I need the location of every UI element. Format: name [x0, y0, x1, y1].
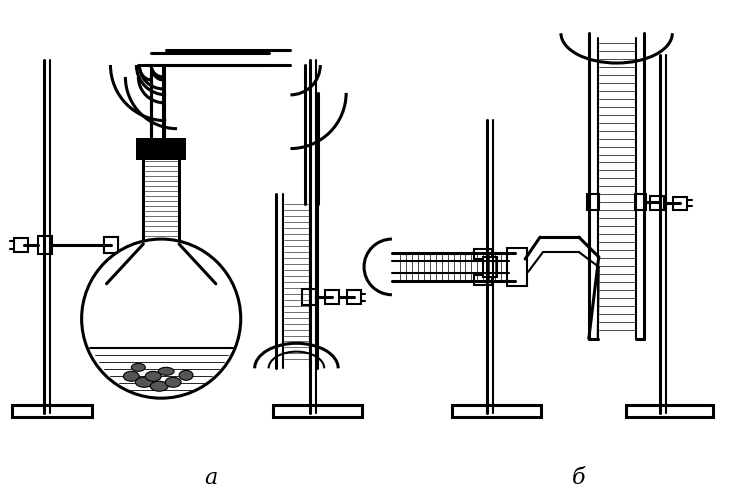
Bar: [587, 195, 598, 211]
Bar: [302, 289, 316, 305]
Bar: [651, 197, 664, 211]
Ellipse shape: [150, 381, 168, 391]
Bar: [38, 236, 52, 255]
Bar: [14, 238, 28, 253]
Bar: [634, 195, 646, 211]
Bar: [509, 250, 525, 284]
Ellipse shape: [135, 378, 153, 387]
Text: a: a: [204, 466, 218, 487]
Bar: [347, 290, 361, 304]
Bar: [325, 290, 339, 304]
Ellipse shape: [158, 368, 174, 376]
Bar: [507, 248, 527, 286]
Bar: [452, 405, 541, 417]
Bar: [105, 237, 118, 254]
Bar: [136, 138, 186, 160]
Ellipse shape: [132, 364, 145, 372]
Bar: [12, 405, 91, 417]
Bar: [474, 276, 492, 285]
Ellipse shape: [145, 372, 161, 381]
Bar: [483, 258, 497, 277]
Circle shape: [82, 239, 241, 398]
Bar: [474, 249, 492, 260]
Bar: [105, 237, 118, 254]
Ellipse shape: [179, 371, 193, 381]
Bar: [673, 198, 687, 211]
Bar: [272, 405, 362, 417]
Text: б: б: [572, 466, 586, 487]
Bar: [625, 405, 713, 417]
Ellipse shape: [123, 372, 139, 381]
Ellipse shape: [165, 378, 181, 387]
